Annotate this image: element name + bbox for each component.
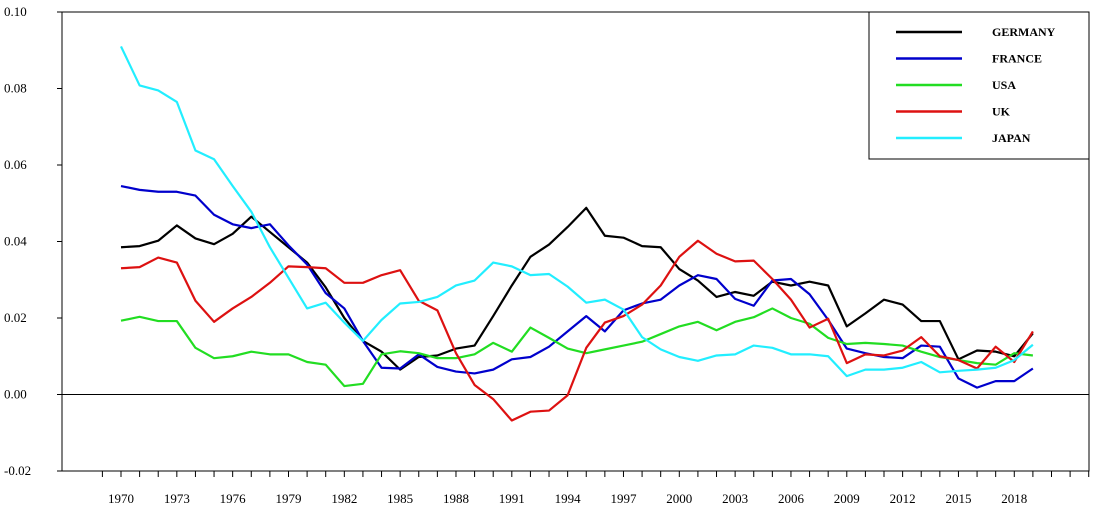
series-line-japan: [120, 45, 1034, 378]
x-tick-label: 2006: [778, 491, 805, 506]
x-tick-label: 2018: [1001, 491, 1027, 506]
x-tick-label: 2009: [834, 491, 860, 506]
y-tick-label: 0.06: [4, 157, 27, 172]
x-tick-label: 2012: [890, 491, 916, 506]
legend-label-germany: GERMANY: [992, 25, 1056, 39]
x-tick-label: 2015: [945, 491, 971, 506]
x-tick-label: 1985: [387, 491, 413, 506]
x-tick-label: 1976: [220, 491, 247, 506]
x-tick-label: 1994: [555, 491, 582, 506]
series-line-germany: [120, 206, 1034, 371]
series-line-usa: [120, 307, 1034, 388]
x-tick-label: 2000: [666, 491, 692, 506]
y-tick-label: 0.04: [4, 234, 27, 249]
series-layer: [120, 45, 1034, 422]
y-tick-label: 0.02: [4, 310, 27, 325]
legend-label-france: FRANCE: [992, 52, 1042, 66]
x-tick-label: 1988: [443, 491, 469, 506]
legend: GERMANY FRANCE USA UK JAPAN: [868, 11, 1090, 160]
series-line-uk: [120, 239, 1034, 422]
x-tick-label: 2003: [722, 491, 748, 506]
x-axis: 1970 1973 1976 1979 1982 1985 1988 1991 1994 1997…: [101, 471, 1090, 506]
y-tick-label: 0.08: [4, 81, 27, 96]
legend-label-usa: USA: [992, 78, 1016, 92]
x-tick-label: 1991: [499, 491, 525, 506]
y-tick-label: 0.10: [4, 4, 27, 19]
y-axis: -0.02 0.00 0.02 0.04 0.06 0.08 0.10: [4, 4, 62, 478]
x-tick-label: 1982: [331, 491, 357, 506]
x-tick-label: 1979: [275, 491, 301, 506]
x-tick-label: 1970: [108, 491, 134, 506]
x-tick-label: 1997: [610, 491, 637, 506]
y-tick-label: -0.02: [4, 463, 31, 478]
legend-label-japan: JAPAN: [992, 131, 1031, 145]
x-tick-label: 1973: [164, 491, 190, 506]
y-tick-label: 0.00: [4, 387, 27, 402]
legend-label-uk: UK: [992, 105, 1011, 119]
